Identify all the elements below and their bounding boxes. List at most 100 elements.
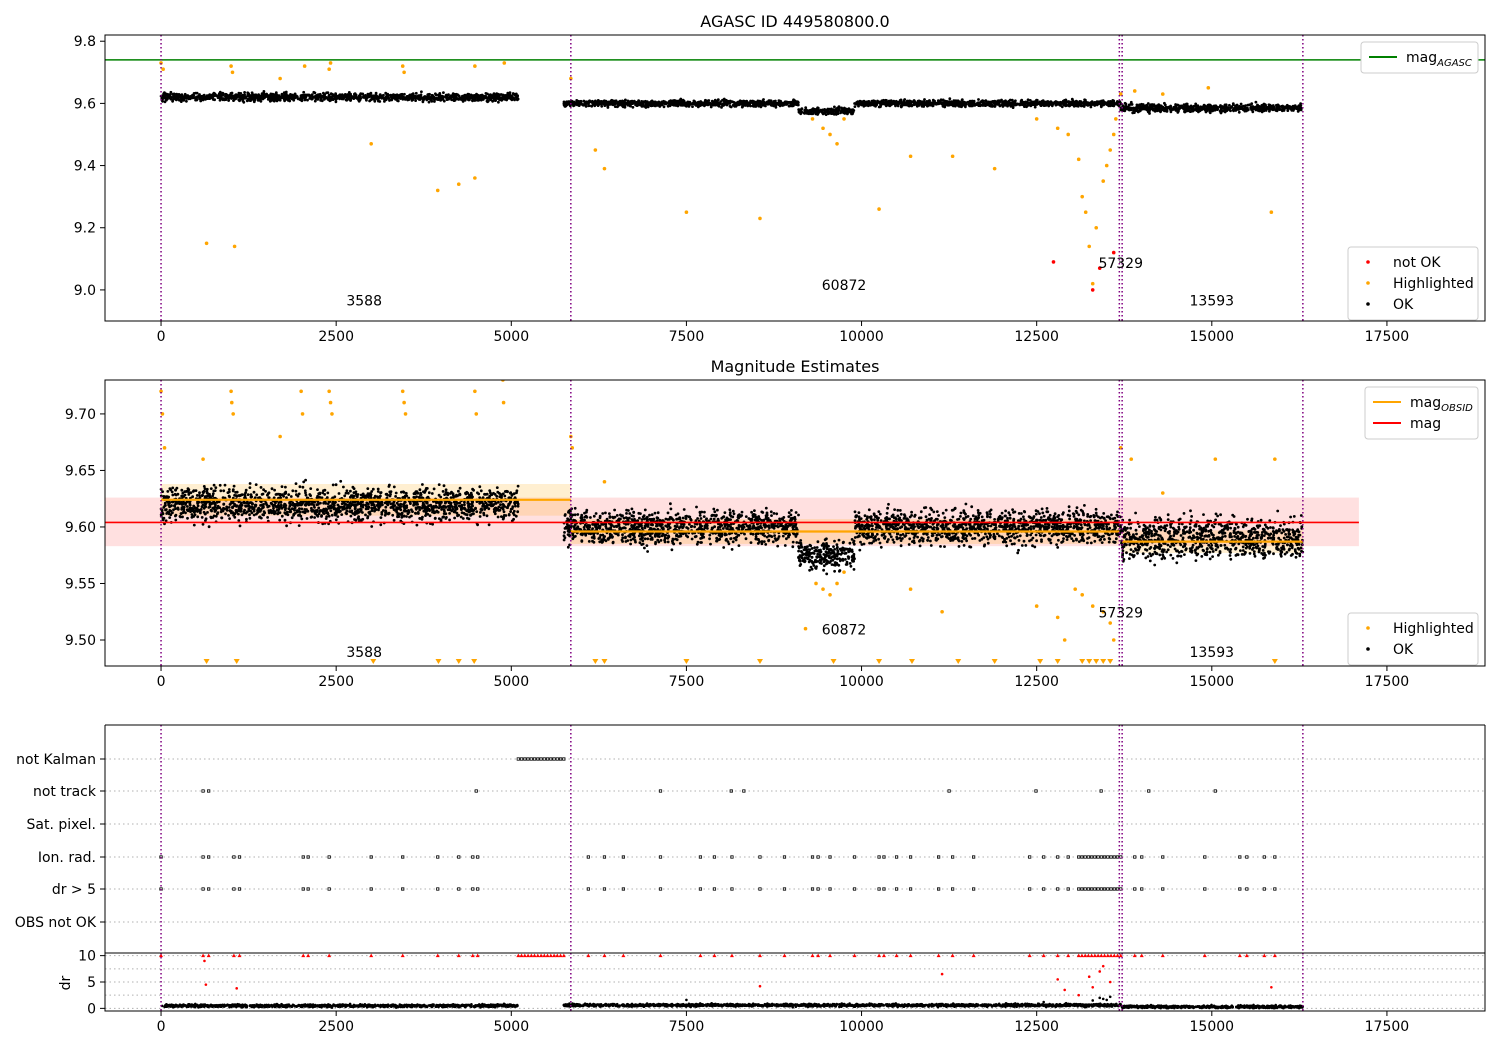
top-ok-point: [442, 91, 445, 94]
middle-ok-point: [187, 493, 191, 496]
middle-ok-point: [222, 506, 225, 510]
top-ok-point: [958, 105, 962, 108]
top-ok-point: [400, 93, 404, 97]
top-highlighted-point: [435, 188, 440, 193]
middle-ok-point: [478, 485, 482, 489]
top-ok-point: [1257, 105, 1261, 108]
top-ok-point: [1129, 107, 1132, 111]
top-ok-point: [416, 96, 420, 99]
top-ok-point: [913, 102, 917, 106]
middle-ok-point: [284, 485, 287, 489]
top-ok-point: [758, 100, 761, 104]
top-ok-point: [1121, 104, 1125, 107]
top-ok-point: [1224, 104, 1228, 108]
top-ok-point: [675, 103, 678, 107]
top-ok-point: [216, 94, 220, 98]
top-highlighted-point: [1090, 281, 1095, 286]
top-ok-point: [1013, 103, 1017, 107]
top-ok-point: [1251, 105, 1255, 108]
top-ok-point: [928, 99, 931, 103]
top-ok-point: [195, 91, 199, 95]
top-ok-point: [986, 103, 989, 107]
middle-ok-point: [357, 515, 360, 519]
top-ok-point: [508, 93, 512, 97]
middle-ok-point: [471, 487, 474, 491]
top-ok-point: [964, 103, 968, 106]
top-ytick-label: 9.4: [74, 159, 96, 175]
top-ok-point: [1107, 104, 1110, 108]
top-legend-lower-legend-label-main: not OK: [1393, 255, 1441, 271]
middle-ok-point: [186, 487, 190, 491]
top-ok-point: [905, 100, 909, 104]
top-ok-point: [1248, 103, 1251, 107]
top-ok-point: [1297, 104, 1301, 107]
top-ok-point: [977, 98, 980, 101]
middle-title: Magnitude Estimates: [711, 357, 880, 376]
top-ok-point: [700, 102, 704, 106]
top-ok-point: [312, 96, 316, 99]
top-ok-point: [1239, 107, 1243, 111]
top-ok-point: [1072, 104, 1076, 108]
middle-ok-point: [377, 508, 380, 512]
top-ok-point: [1142, 106, 1145, 109]
top-ok-point: [1134, 106, 1138, 109]
top-xtick-label: 7500: [669, 329, 705, 345]
top-ok-point: [630, 100, 634, 104]
top-ok-point: [457, 97, 460, 101]
middle-ok-point: [285, 524, 288, 528]
top-ok-point: [833, 105, 836, 109]
top-highlighted-point: [1034, 117, 1039, 121]
top-ok-point: [931, 98, 935, 102]
top-ok-point: [407, 98, 410, 101]
top-ok-point: [673, 99, 676, 103]
top-highlighted-point: [327, 67, 331, 71]
top-ok-point: [796, 103, 800, 107]
top-ok-point: [414, 94, 417, 98]
top-ok-point: [977, 103, 981, 106]
top-ok-point: [390, 97, 393, 101]
top-ok-point: [300, 98, 304, 102]
middle-ok-point: [405, 515, 408, 518]
top-ok-point: [1138, 107, 1142, 111]
top-ok-point: [1082, 101, 1086, 104]
top-ok-point: [1201, 106, 1205, 109]
top-ok-point: [830, 112, 834, 115]
top-highlighted-point: [1080, 194, 1085, 199]
top-ok-point: [644, 106, 648, 109]
top-annotation: 3588: [346, 293, 382, 309]
top-ok-point: [1025, 105, 1028, 109]
top-ok-point: [769, 101, 773, 105]
top-ok-point: [1206, 103, 1210, 107]
top-ok-point: [1286, 106, 1290, 109]
top-ok-point: [720, 106, 723, 109]
top-ok-point: [659, 103, 662, 107]
middle-ok-point: [190, 513, 194, 516]
top-ok-point: [781, 101, 785, 105]
top-ok-point: [1131, 111, 1135, 115]
top-ok-point: [1077, 101, 1081, 105]
top-ok-point: [419, 95, 422, 99]
top-ok-point: [396, 99, 399, 102]
top-ok-point: [832, 112, 836, 116]
top-ok-point: [889, 99, 893, 103]
top-ok-point: [1251, 110, 1255, 114]
top-ok-point: [475, 92, 478, 96]
top-ok-point: [1282, 109, 1286, 112]
top-ok-point: [797, 110, 801, 114]
top-highlighted-point: [1083, 210, 1088, 214]
middle-ok-point: [443, 501, 447, 505]
middle-ok-point: [402, 514, 406, 518]
middle-ok-point: [480, 507, 483, 511]
middle-ok-point: [250, 511, 254, 515]
top-ok-point: [495, 94, 499, 97]
middle-ok-point: [351, 485, 355, 489]
top-ok-point: [267, 95, 271, 99]
top-ok-point: [320, 99, 324, 103]
middle-ok-point: [304, 478, 307, 482]
top-highlighted-point: [569, 76, 573, 81]
top-ok-point: [293, 92, 297, 96]
middle-ok-point: [300, 507, 304, 511]
middle-ok-point: [212, 489, 216, 493]
top-ok-point: [923, 102, 927, 106]
top-ok-point: [1147, 110, 1151, 114]
